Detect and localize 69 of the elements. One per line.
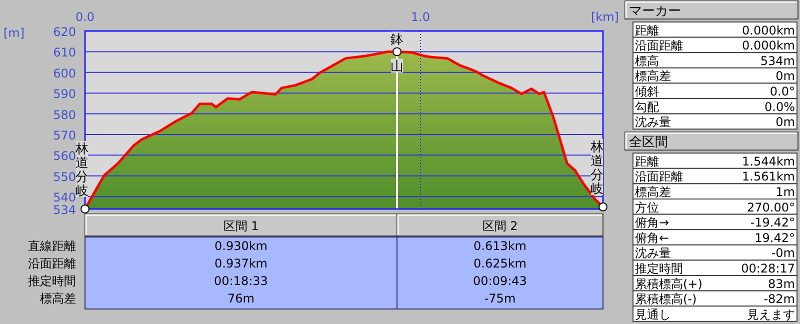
- annotation: 鉢山: [390, 32, 404, 75]
- category-label: 累積標高(+): [635, 276, 702, 291]
- x-tick-label: 1.0: [410, 10, 430, 24]
- y-tick-label: 610: [53, 46, 76, 60]
- category-label: 区間 2: [482, 219, 518, 233]
- category-label: 標高差: [40, 292, 76, 306]
- category-label: 標高差: [635, 69, 671, 84]
- category-label: 沿面距離: [635, 38, 683, 53]
- category-label: 沈み量: [635, 115, 671, 130]
- y-tick-label: 570: [53, 128, 76, 142]
- text: 0.613km: [474, 239, 527, 253]
- text: -0m: [771, 246, 795, 260]
- text: 0m: [776, 69, 795, 84]
- text: 270.00°: [747, 200, 795, 214]
- text: 00:18:33: [214, 274, 268, 288]
- category-label: 沿面距離: [635, 170, 683, 184]
- category-label: 沈み量: [635, 246, 671, 260]
- text: -82m: [764, 292, 795, 306]
- text: 0m: [776, 115, 795, 130]
- y-tick-label: 590: [53, 87, 76, 102]
- category-label: 標高差: [635, 185, 671, 199]
- text: 見えます: [747, 307, 795, 322]
- y-axis-title: [m]: [3, 26, 25, 40]
- text: 00:28:17: [741, 262, 795, 276]
- category-label: 見通し: [635, 307, 671, 322]
- text: -19.42°: [750, 216, 795, 230]
- text: 76m: [228, 292, 254, 306]
- category-label: 沿面距離: [28, 256, 76, 270]
- text: 全区間: [629, 135, 668, 150]
- category-label: 傾斜: [635, 84, 659, 98]
- text: マーカー: [629, 4, 681, 19]
- text: 0.937km: [214, 256, 268, 270]
- category-label: 標高: [635, 54, 659, 68]
- category-label: 俯角←: [635, 230, 670, 245]
- y-tick-label: 550: [53, 170, 76, 184]
- annotation: 林道分岐: [590, 140, 604, 197]
- category-label: 推定時間: [28, 274, 76, 288]
- category-label: 累積標高(-): [635, 292, 697, 306]
- annotation: 林道分岐: [74, 142, 88, 199]
- text: 00:09:43: [473, 274, 527, 288]
- text: 0.000km: [742, 23, 795, 38]
- text: 0.930km: [214, 239, 268, 253]
- y-tick-label: 534: [53, 203, 76, 217]
- y-tick-label: 580: [53, 108, 76, 122]
- text: 0.0°: [770, 84, 795, 98]
- text: 1.561km: [742, 170, 795, 184]
- text: 534m: [760, 54, 795, 68]
- category-label: 距離: [635, 154, 659, 168]
- category-label: 推定時間: [635, 262, 683, 276]
- category-label: 方位: [635, 200, 659, 214]
- category-label: 直線距離: [28, 239, 76, 253]
- category-label: 勾配: [635, 100, 659, 114]
- category-label: 区間 1: [223, 219, 259, 233]
- y-tick-label: 560: [53, 149, 76, 164]
- text: 19.42°: [754, 230, 795, 245]
- y-tick-label: 600: [53, 66, 76, 80]
- text: 0.000km: [742, 38, 795, 53]
- text: 0.0%: [764, 100, 795, 114]
- category-label: 距離: [635, 23, 659, 38]
- text: 0.625km: [474, 256, 527, 270]
- text: -75m: [484, 292, 516, 306]
- y-tick-label: 620: [53, 25, 76, 39]
- text: 83m: [768, 276, 795, 291]
- category-label: 俯角→: [635, 216, 670, 230]
- y-tick-label: 540: [53, 190, 76, 205]
- text: 1m: [776, 185, 795, 199]
- x-tick-label: 0.0: [75, 10, 95, 24]
- x-axis-title: [km]: [590, 10, 620, 24]
- text: 1.544km: [742, 154, 795, 168]
